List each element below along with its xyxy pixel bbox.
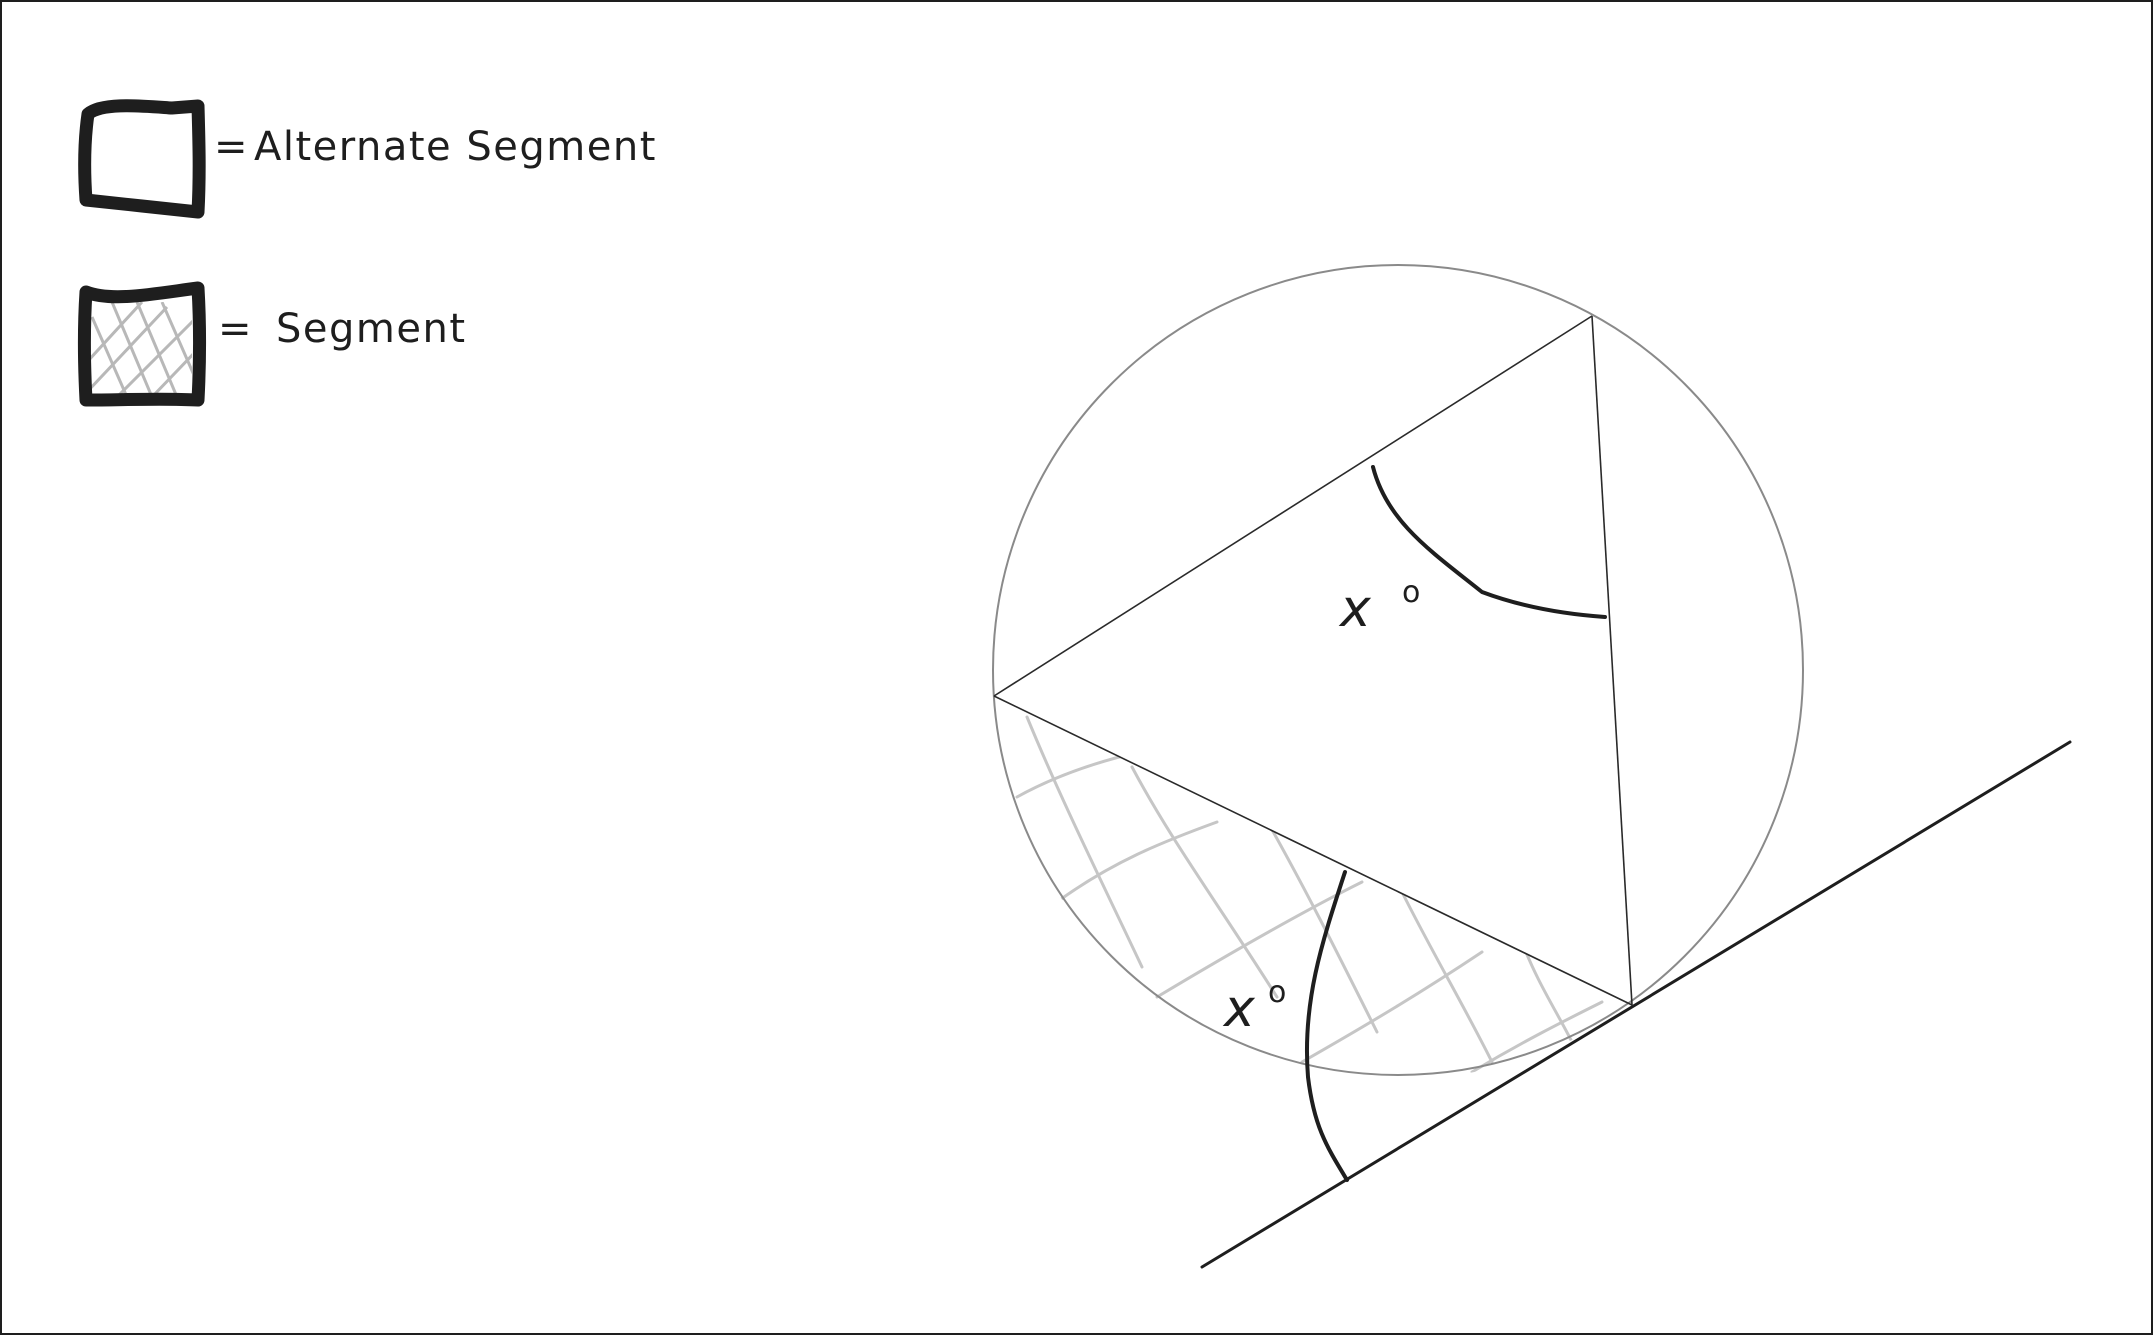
inscribed-triangle (993, 315, 1633, 1006)
tangent-line (1200, 740, 2072, 1269)
chord-left-top (993, 315, 1593, 697)
inscribed-angle-arc (1371, 465, 1607, 619)
chord-left-bottom (993, 695, 1633, 1006)
hatched-box-icon (78, 281, 206, 407)
svg-text:x: x (1338, 579, 1372, 639)
inscribed-angle-degree: o (1402, 575, 1420, 610)
inscribed-angle-label: x o (1338, 575, 1420, 639)
circle (992, 264, 1804, 1076)
empty-box-icon (78, 99, 206, 219)
legend-segment: = Segment (78, 281, 467, 407)
geometry: x o x o (992, 264, 2072, 1269)
chord-top-bottom (1591, 315, 1633, 1006)
segment-equals: = (218, 306, 253, 352)
segment-label: Segment (276, 306, 467, 352)
legend-alternate-segment: = Alternate Segment (78, 99, 657, 219)
legend: = Alternate Segment (78, 99, 657, 407)
svg-text:x: x (1222, 979, 1256, 1039)
tangent-chord-angle-arc (1304, 870, 1349, 1182)
hatch-swatch (90, 302, 192, 394)
tangent-chord-angle-degree: o (1268, 975, 1286, 1010)
tangent-chord-angle-label: x o (1222, 975, 1286, 1039)
alternate-segment-equals: = (214, 124, 249, 170)
alternate-segment-label: Alternate Segment (254, 124, 657, 170)
